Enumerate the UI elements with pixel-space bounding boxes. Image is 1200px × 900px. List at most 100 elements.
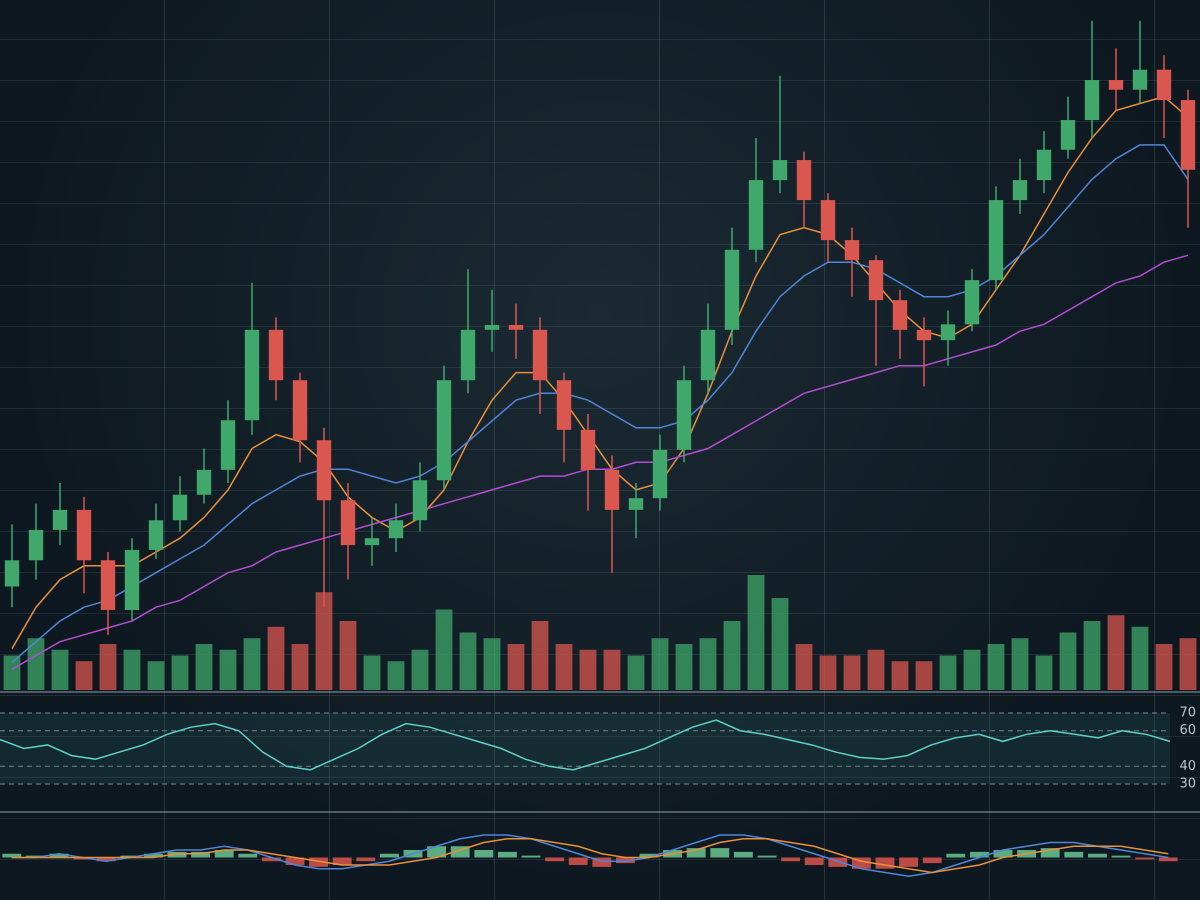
volume-bar: [363, 655, 381, 690]
candle-body: [940, 324, 956, 341]
candle-body: [244, 329, 260, 421]
volume-bar: [651, 638, 669, 690]
volume-bar: [1035, 655, 1053, 690]
candle-body: [1084, 80, 1100, 121]
volume-bar: [627, 655, 645, 690]
volume-bar: [771, 598, 789, 690]
candle-body: [580, 429, 596, 470]
moving-average: [11, 95, 1189, 649]
macd-histogram: [733, 851, 753, 858]
volume-bar: [603, 649, 621, 690]
candle-body: [364, 538, 380, 546]
candle-body: [172, 494, 188, 521]
macd-histogram: [875, 857, 895, 869]
macd-histogram: [1040, 848, 1060, 858]
macd-line: [11, 838, 1169, 874]
macd-histogram: [143, 853, 163, 858]
volume-bar: [1155, 644, 1173, 690]
candle-body: [1036, 149, 1052, 181]
candle-body: [772, 160, 788, 181]
volume-bar: [123, 649, 141, 690]
candle-body: [1060, 120, 1076, 150]
volume-bar: [315, 592, 333, 690]
candle-body: [556, 380, 572, 430]
candle-body: [748, 180, 764, 250]
volume-bar: [579, 649, 597, 690]
volume-bar: [3, 655, 21, 690]
volume-bar: [1131, 626, 1149, 690]
volume-bar: [435, 609, 453, 690]
macd-histogram: [804, 857, 824, 865]
volume-bar: [195, 644, 213, 690]
volume-bar: [699, 638, 717, 690]
volume-bar: [1083, 621, 1101, 690]
candle-body: [532, 329, 548, 381]
moving-average: [11, 254, 1189, 670]
candle-body: [412, 480, 428, 521]
macd-line: [11, 834, 1169, 878]
macd-histogram: [2, 853, 22, 858]
macd-histogram: [757, 855, 777, 858]
rsi-band: [0, 712, 1170, 785]
candle-body: [700, 329, 716, 381]
macd-histogram: [167, 851, 187, 858]
macd-histogram: [356, 857, 376, 862]
macd-histogram: [427, 846, 447, 858]
macd-histogram: [49, 853, 69, 858]
macd-histogram: [1111, 855, 1131, 858]
volume-bar: [387, 661, 405, 690]
candle-body: [100, 560, 116, 610]
candle-body: [316, 440, 332, 501]
candle-body: [964, 280, 980, 325]
candle-body: [508, 324, 524, 330]
candle-body: [820, 200, 836, 241]
volume-bar: [867, 649, 885, 690]
candle-body: [268, 329, 284, 381]
volume-bar: [1059, 632, 1077, 690]
macd-histogram: [379, 853, 399, 858]
macd-histogram: [73, 857, 93, 860]
candle-body: [52, 509, 68, 530]
macd-histogram: [922, 857, 942, 864]
volume-bar: [243, 638, 261, 690]
candle-body: [124, 549, 140, 610]
macd-histogram: [1158, 857, 1178, 862]
candle-body: [724, 249, 740, 330]
volume-bar: [1179, 638, 1197, 690]
candle-body: [868, 260, 884, 301]
macd-histogram: [545, 857, 565, 862]
y-tick-label: 60: [1179, 723, 1196, 738]
volume-bar: [171, 655, 189, 690]
volume-bar: [483, 638, 501, 690]
macd-histogram: [615, 857, 635, 864]
volume-bar: [51, 649, 69, 690]
volume-bar: [915, 661, 933, 690]
macd-histogram: [969, 851, 989, 858]
candle-body: [676, 380, 692, 450]
volume-bar: [267, 626, 285, 690]
candle-body: [892, 300, 908, 330]
candle-body: [196, 469, 212, 495]
candle-body: [1108, 80, 1124, 90]
macd-histogram: [899, 857, 919, 867]
candle-body: [28, 529, 44, 561]
candle-body: [796, 160, 812, 201]
macd-histogram: [191, 851, 211, 858]
volume-bar: [147, 661, 165, 690]
candle-body: [1012, 180, 1028, 201]
macd-histogram: [710, 848, 730, 858]
volume-bar: [291, 644, 309, 690]
volume-bar: [795, 644, 813, 690]
volume-bar: [531, 621, 549, 690]
macd-histogram: [497, 851, 517, 858]
macd-histogram: [120, 855, 140, 858]
volume-bar: [939, 655, 957, 690]
candle-body: [460, 329, 476, 381]
macd-histogram: [993, 850, 1013, 858]
macd-histogram: [686, 848, 706, 858]
candle-body: [628, 498, 644, 510]
macd-histogram: [474, 850, 494, 858]
volume-bar: [507, 644, 525, 690]
